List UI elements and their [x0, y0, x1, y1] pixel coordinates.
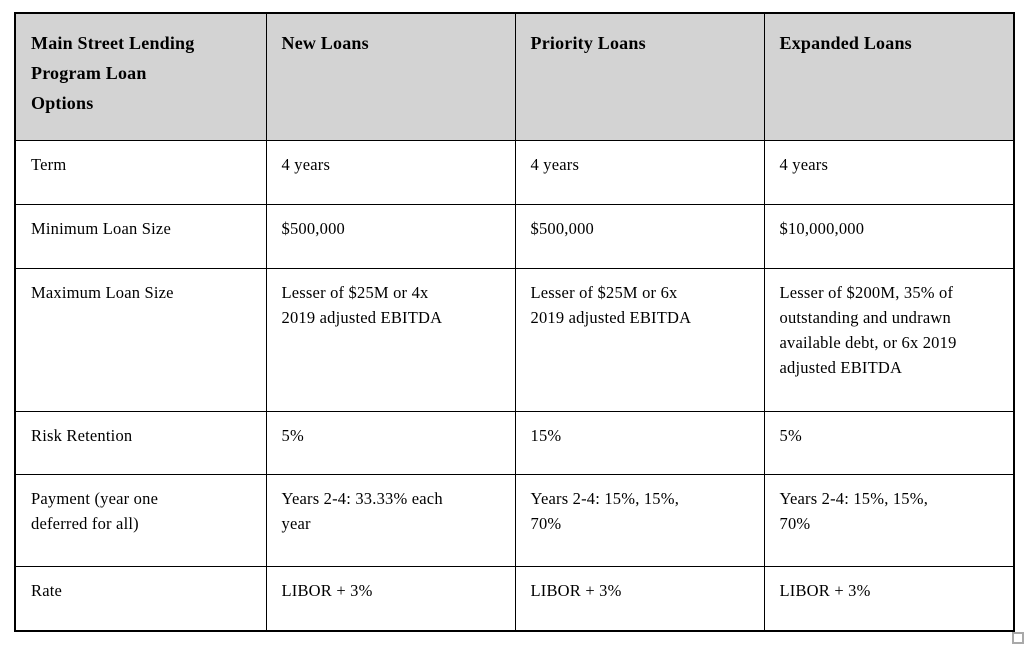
table-row-risk-retention: Risk Retention 5% 15% 5% [14, 410, 1015, 475]
header-row: Main Street Lending Program Loan Options… [14, 12, 1015, 141]
cell-minimum-expanded-loans: $10,000,000 [763, 203, 1015, 269]
cell-maximum-new-loans: Lesser of $25M or 4x 2019 adjusted EBITD… [265, 267, 516, 412]
table-row-maximum-loan-size: Maximum Loan Size Lesser of $25M or 4x 2… [14, 267, 1015, 412]
row-label-term: Term [14, 139, 267, 205]
table-row-payment: Payment (year one deferred for all) Year… [14, 473, 1015, 567]
row-label-rate: Rate [14, 565, 267, 632]
cell-term-priority-loans: 4 years [514, 139, 765, 205]
cell-term-expanded-loans: 4 years [763, 139, 1015, 205]
row-label-minimum-loan-size: Minimum Loan Size [14, 203, 267, 269]
table-title: Main Street Lending Program Loan Options [14, 12, 267, 141]
cell-minimum-new-loans: $500,000 [265, 203, 516, 269]
cell-payment-priority-loans: Years 2-4: 15%, 15%, 70% [514, 473, 765, 567]
cell-risk-new-loans: 5% [265, 410, 516, 475]
cell-rate-priority-loans: LIBOR + 3% [514, 565, 765, 632]
column-header-new-loans: New Loans [265, 12, 516, 141]
column-header-expanded-loans: Expanded Loans [763, 12, 1015, 141]
cell-payment-new-loans: Years 2-4: 33.33% each year [265, 473, 516, 567]
cell-risk-priority-loans: 15% [514, 410, 765, 475]
cell-maximum-expanded-loans: Lesser of $200M, 35% of outstanding and … [763, 267, 1015, 412]
cell-rate-expanded-loans: LIBOR + 3% [763, 565, 1015, 632]
row-label-maximum-loan-size: Maximum Loan Size [14, 267, 267, 412]
table-body: Term 4 years 4 years 4 years Minimum Loa… [14, 139, 1015, 632]
cell-maximum-priority-loans: Lesser of $25M or 6x 2019 adjusted EBITD… [514, 267, 765, 412]
table-row-term: Term 4 years 4 years 4 years [14, 139, 1015, 205]
column-header-priority-loans: Priority Loans [514, 12, 765, 141]
table-row-minimum-loan-size: Minimum Loan Size $500,000 $500,000 $10,… [14, 203, 1015, 269]
loan-options-table: Main Street Lending Program Loan Options… [14, 12, 1015, 632]
cell-term-new-loans: 4 years [265, 139, 516, 205]
cell-risk-expanded-loans: 5% [763, 410, 1015, 475]
cell-minimum-priority-loans: $500,000 [514, 203, 765, 269]
row-label-payment: Payment (year one deferred for all) [14, 473, 267, 567]
table-header: Main Street Lending Program Loan Options… [14, 12, 1015, 141]
cell-rate-new-loans: LIBOR + 3% [265, 565, 516, 632]
table-resize-handle[interactable] [1012, 632, 1024, 644]
row-label-risk-retention: Risk Retention [14, 410, 267, 475]
cell-payment-expanded-loans: Years 2-4: 15%, 15%, 70% [763, 473, 1015, 567]
table-row-rate: Rate LIBOR + 3% LIBOR + 3% LIBOR + 3% [14, 565, 1015, 632]
